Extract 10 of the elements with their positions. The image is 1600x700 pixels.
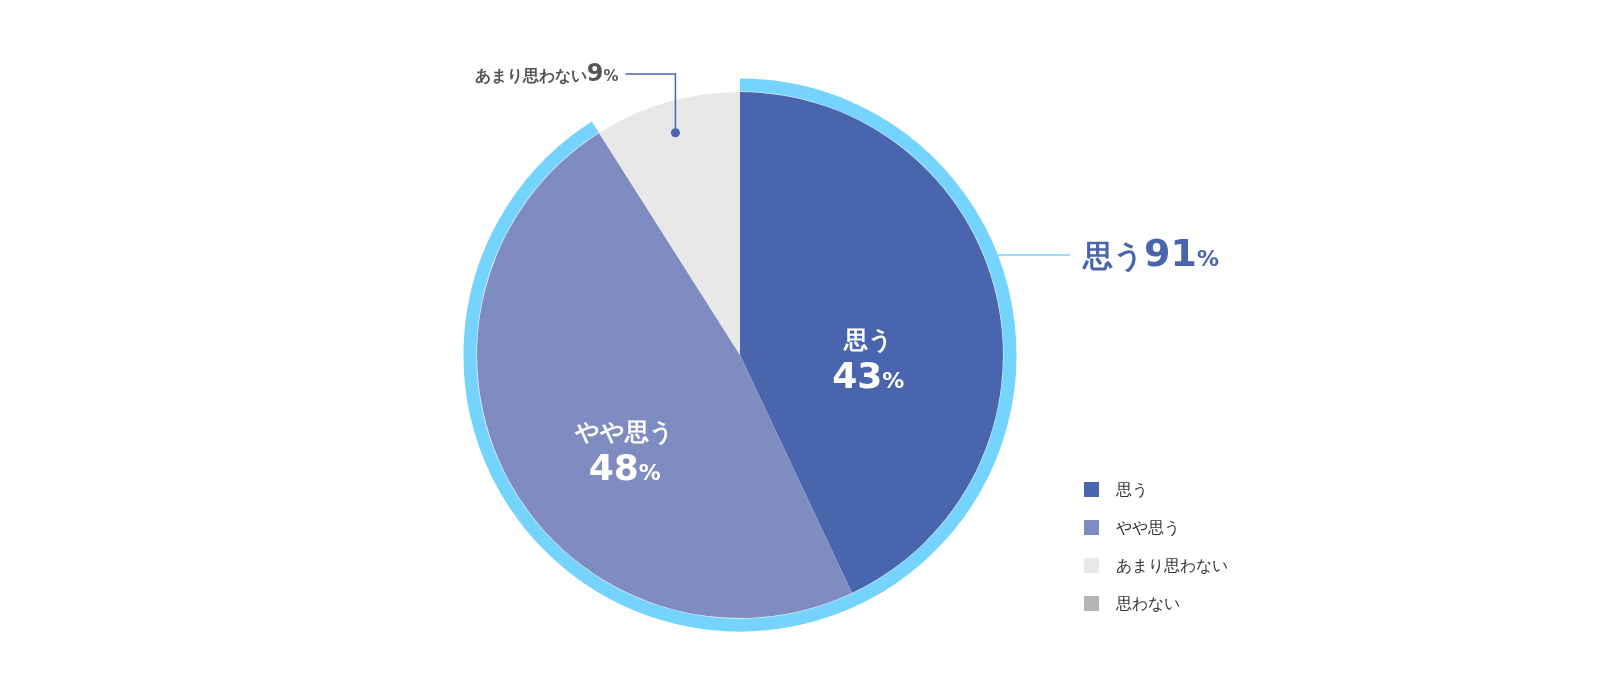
legend-label: 思わない bbox=[1115, 594, 1180, 613]
data-label: 9% bbox=[586, 59, 619, 87]
slice-label: あまり思わない bbox=[474, 66, 587, 85]
data-label: 43% bbox=[832, 355, 905, 397]
legend-label: 思う bbox=[1115, 480, 1148, 499]
legend-label: やや思う bbox=[1116, 518, 1180, 537]
slice-label: やや思う bbox=[574, 418, 675, 447]
legend-label: あまり思わない bbox=[1116, 556, 1228, 575]
data-label: 48% bbox=[588, 447, 661, 489]
slice-label: 思う bbox=[842, 326, 893, 355]
